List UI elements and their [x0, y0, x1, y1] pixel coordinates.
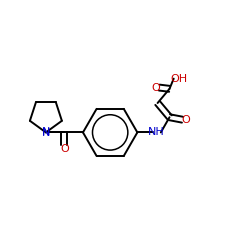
Text: N: N [42, 128, 50, 138]
Text: O: O [151, 82, 160, 92]
Text: O: O [60, 144, 69, 154]
Text: NH: NH [148, 128, 165, 138]
Text: N: N [42, 128, 50, 138]
Text: O: O [181, 115, 190, 125]
Text: OH: OH [170, 74, 188, 84]
